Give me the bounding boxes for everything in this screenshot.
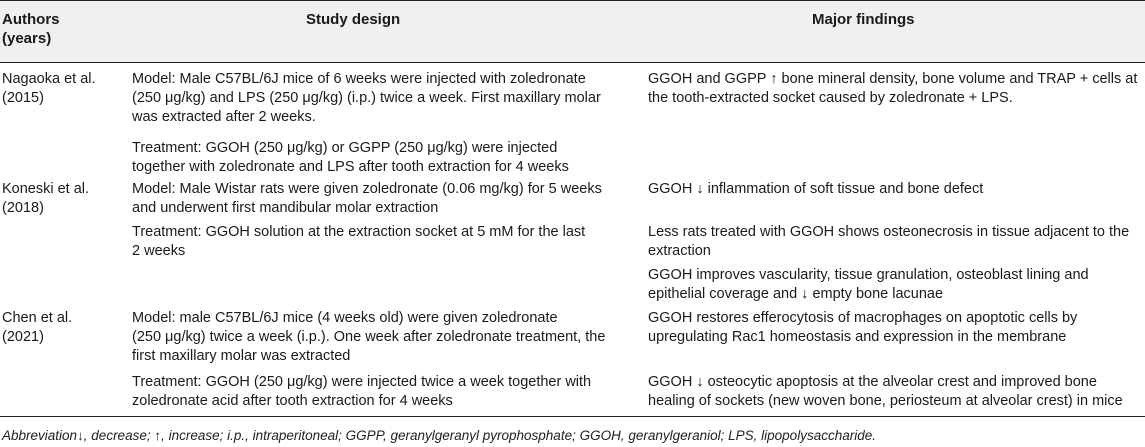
header-authors: Authors (years) — [2, 11, 60, 47]
row-design-model: Model: male C57BL/6J mice (4 weeks old) … — [132, 310, 606, 364]
row-design-model: Model: Male C57BL/6J mice of 6 weeks wer… — [132, 71, 601, 125]
row-finding: GGOH restores efferocytosis of macrophag… — [648, 310, 1078, 345]
table-footnote: Abbreviation↓, decrease; ↑, increase; i.… — [2, 428, 876, 443]
row-finding: Less rats treated with GGOH shows osteon… — [648, 224, 1130, 259]
row-finding: GGOH ↓ osteocytic apoptosis at the alveo… — [648, 374, 1123, 409]
row-design-treatment: Treatment: GGOH (250 μg/kg) or GGPP (250… — [132, 140, 569, 175]
row-finding: GGOH and GGPP ↑ bone mineral density, bo… — [648, 71, 1138, 106]
row-finding: GGOH ↓ inflammation of soft tissue and b… — [648, 181, 984, 197]
top-rule — [0, 0, 1145, 1]
row-author: Chen et al. (2021) — [2, 310, 73, 345]
row-author: Koneski et al. (2018) — [2, 181, 90, 216]
header-study-design: Study design — [306, 11, 401, 28]
header-major-findings: Major findings — [812, 11, 915, 28]
row-author: Nagaoka et al. (2015) — [2, 71, 96, 106]
header-rule — [0, 62, 1145, 63]
row-design-model: Model: Male Wistar rats were given zoled… — [132, 181, 602, 216]
table-header-row — [0, 0, 1145, 62]
row-finding: GGOH improves vascularity, tissue granul… — [648, 267, 1089, 302]
row-design-treatment: Treatment: GGOH (250 μg/kg) were injecte… — [132, 374, 592, 409]
bottom-rule — [0, 416, 1145, 417]
row-design-treatment: Treatment: GGOH solution at the extracti… — [132, 224, 586, 259]
